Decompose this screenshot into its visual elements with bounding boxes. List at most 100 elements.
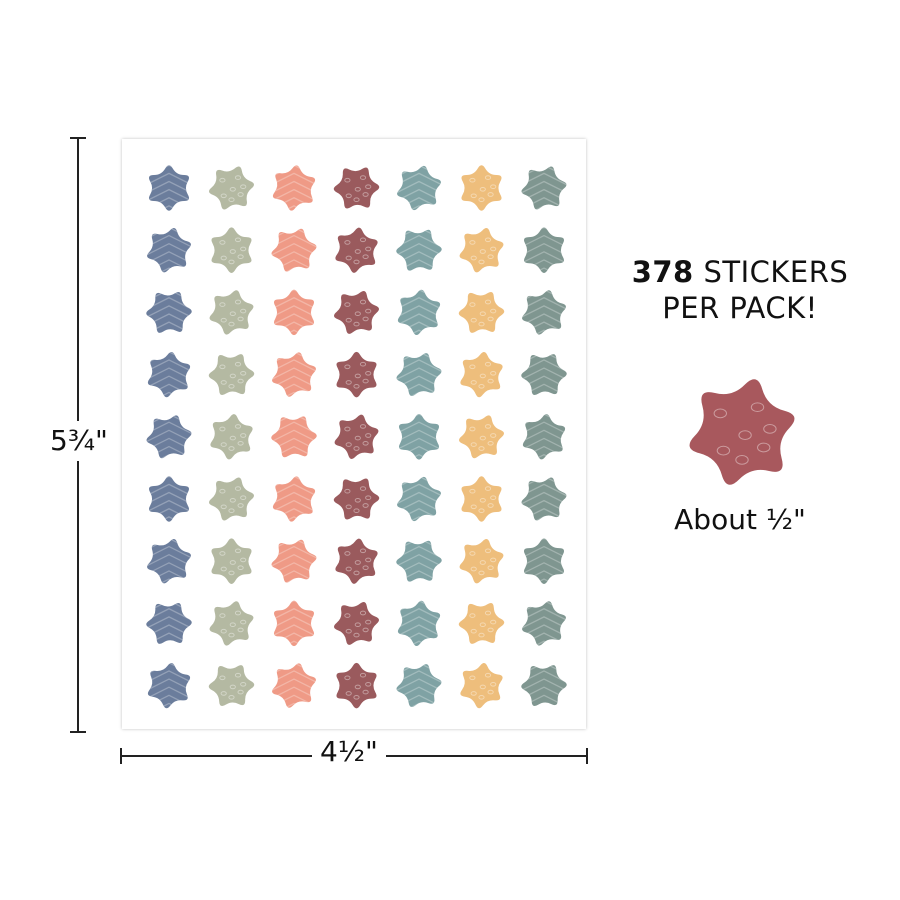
- height-label: 5¾": [48, 421, 110, 461]
- flower-sticker: [460, 351, 503, 398]
- flower-sticker: [271, 416, 317, 458]
- flower-sticker: [397, 289, 441, 336]
- leopard-pattern: [713, 402, 777, 465]
- width-dimension-cap-right: [586, 748, 588, 764]
- flower-sticker: [521, 166, 567, 210]
- flower-sticker: [272, 476, 316, 522]
- flower-sticker: [396, 664, 442, 708]
- sticker-count-suffix: STICKERS: [693, 255, 849, 289]
- flower-sticker: [460, 662, 503, 709]
- flower-sticker: [147, 662, 191, 709]
- leopard-pattern: [344, 237, 372, 265]
- flower-sticker: [523, 227, 565, 273]
- leopard-pattern: [469, 237, 497, 265]
- flower-sticker: [461, 165, 502, 211]
- leopard-pattern: [219, 424, 247, 451]
- flower-sticker: [148, 165, 190, 211]
- flower-sticker: [210, 414, 253, 460]
- leopard-pattern: [469, 299, 497, 327]
- flower-sticker: [334, 290, 379, 334]
- flower-sticker: [146, 602, 192, 644]
- flower-sticker: [334, 414, 379, 459]
- flower-sticker: [521, 477, 567, 521]
- flower-sticker: [459, 415, 504, 459]
- flower-sticker: [522, 290, 566, 335]
- sample-flower-sticker: [689, 379, 795, 485]
- flower-sticker: [211, 227, 252, 273]
- flower-sticker: [397, 476, 441, 522]
- flower-sticker: [523, 538, 565, 584]
- flower-sticker: [272, 352, 316, 397]
- leopard-pattern: [219, 672, 247, 700]
- flower-sticker: [398, 414, 440, 460]
- flower-sticker: [273, 600, 315, 647]
- sticker-count: 378: [631, 255, 694, 289]
- flower-sticker: [336, 662, 377, 709]
- width-dimension-cap-left: [120, 748, 122, 764]
- flower-sticker: [209, 166, 254, 210]
- width-dimension: 4½": [120, 738, 588, 766]
- flower-sticker: [396, 353, 442, 397]
- flower-sticker: [333, 478, 380, 520]
- leopard-pattern: [469, 424, 497, 451]
- flower-sticker: [208, 665, 255, 707]
- flower-sticker: [522, 601, 566, 646]
- flower-sticker: [209, 477, 254, 521]
- leopard-pattern: [344, 486, 372, 514]
- flower-sticker: [459, 539, 504, 584]
- leopard-pattern: [219, 610, 247, 638]
- flower-sticker: [336, 351, 377, 398]
- sticker-grid: [146, 165, 567, 709]
- leopard-pattern: [219, 175, 247, 203]
- flower-sticker: [396, 540, 442, 582]
- flower-sticker: [333, 167, 380, 209]
- flower-sticker: [146, 415, 192, 459]
- leopard-pattern: [219, 299, 247, 327]
- height-dimension: 5¾": [48, 137, 110, 733]
- flower-sticker: [208, 354, 255, 396]
- flower-sticker: [521, 354, 567, 396]
- leopard-pattern: [344, 672, 372, 700]
- pack-count-headline: 378 STICKERS PER PACK!: [600, 254, 880, 326]
- pack-count-line-1: 378 STICKERS: [600, 254, 880, 290]
- flower-sticker: [521, 665, 567, 707]
- flower-sticker: [397, 165, 441, 211]
- flower-sticker: [147, 351, 191, 398]
- flower-sticker: [273, 289, 315, 336]
- flower-sticker: [522, 414, 566, 460]
- flower-sticker: [209, 290, 254, 335]
- leopard-pattern: [469, 548, 497, 576]
- leopard-pattern: [219, 237, 247, 265]
- flower-sticker: [335, 538, 378, 584]
- leopard-pattern: [469, 672, 497, 700]
- flower-sticker: [396, 229, 442, 271]
- leopard-pattern: [344, 175, 372, 203]
- flower-sticker: [147, 228, 191, 273]
- flower-sticker: [148, 476, 190, 522]
- flower-sticker: [334, 601, 379, 645]
- leopard-pattern: [219, 548, 247, 576]
- leopard-pattern: [344, 548, 372, 576]
- flower-sticker: [146, 291, 192, 333]
- height-dimension-cap-bottom: [70, 731, 86, 733]
- flower-sticker: [271, 539, 317, 583]
- leopard-pattern: [219, 486, 247, 514]
- flower-sticker: [271, 228, 317, 272]
- width-label: 4½": [312, 738, 386, 766]
- leopard-pattern: [469, 361, 497, 389]
- flower-sticker: [209, 601, 254, 646]
- height-dimension-cap-top: [70, 137, 86, 139]
- sample-sticker: [689, 379, 795, 485]
- sample-size-label: About ½": [674, 503, 806, 536]
- flower-sticker: [458, 602, 505, 644]
- leopard-pattern: [344, 424, 372, 451]
- flower-sticker: [335, 227, 378, 273]
- flower-sticker: [459, 228, 504, 273]
- flower-sticker: [461, 476, 502, 522]
- flower-sticker: [272, 663, 316, 708]
- flower-sticker: [458, 291, 505, 333]
- leopard-pattern: [469, 610, 497, 638]
- flower-sticker: [147, 539, 191, 584]
- leopard-pattern: [344, 361, 372, 389]
- leopard-pattern: [344, 610, 372, 638]
